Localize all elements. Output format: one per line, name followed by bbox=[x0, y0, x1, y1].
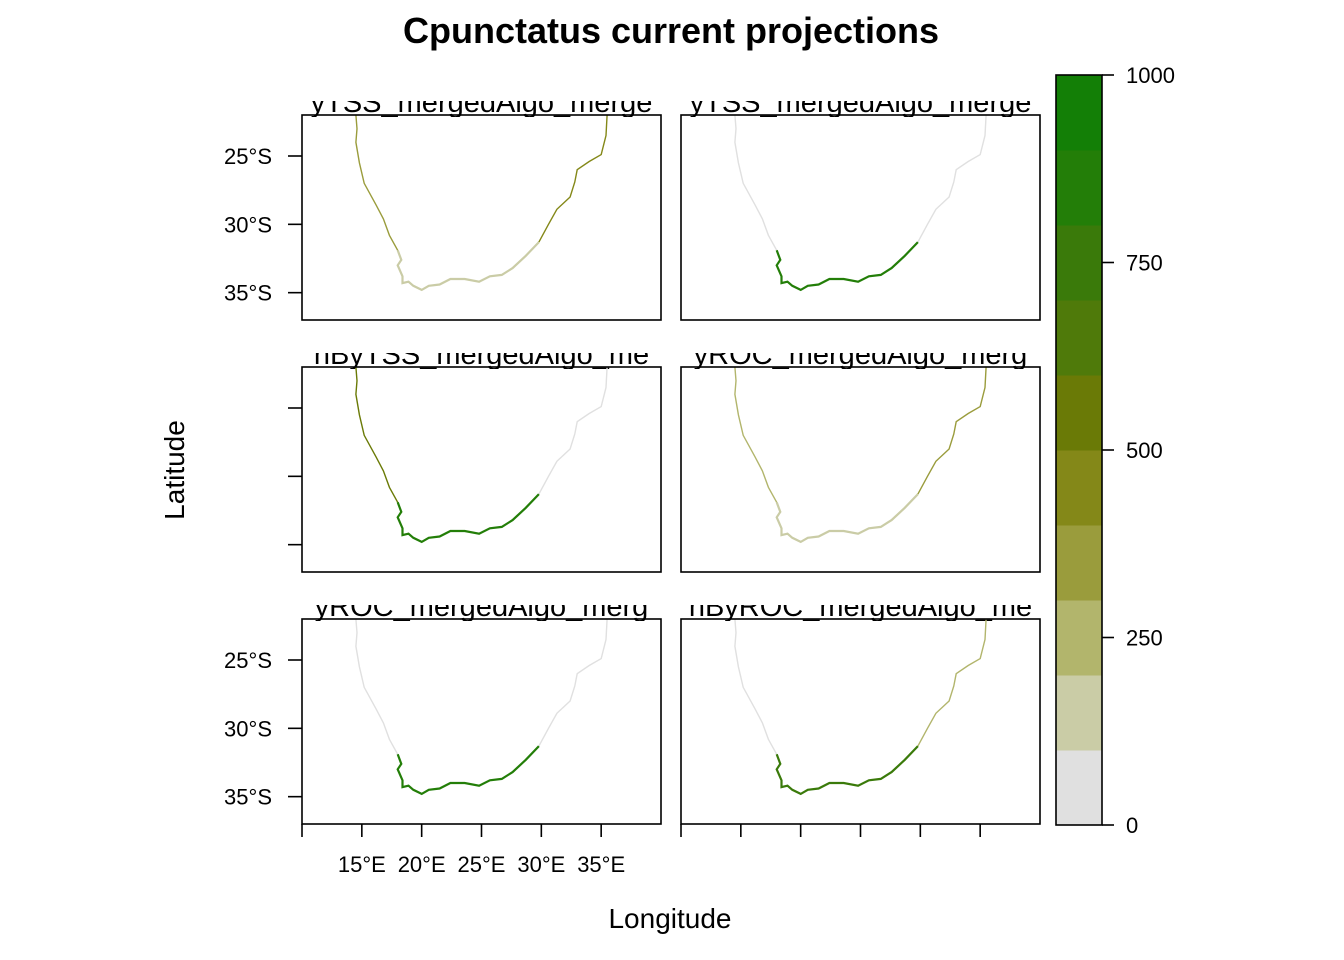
coast-south bbox=[396, 493, 540, 544]
coast-east bbox=[538, 618, 608, 747]
chart-title: Cpunctatus current projections bbox=[403, 10, 939, 51]
coast-west bbox=[734, 618, 778, 755]
panel-frame bbox=[301, 114, 662, 321]
panel-strip-label: yTSS_mergedAlgo_merge bbox=[690, 87, 1032, 119]
coast-south bbox=[396, 745, 540, 796]
y-tick-label: 25°S bbox=[224, 648, 272, 673]
coast-east bbox=[917, 366, 987, 495]
colorbar-swatch bbox=[1056, 225, 1102, 301]
coast-south bbox=[775, 241, 919, 292]
coast-south bbox=[775, 493, 919, 544]
colorbar-tick-label: 500 bbox=[1126, 438, 1163, 463]
coast-south bbox=[396, 241, 540, 292]
map-panel: yTSS_mergedAlgo_merge 25°S 30°S 35°S bbox=[224, 87, 662, 321]
y-tick-label: 35°S bbox=[224, 281, 272, 306]
panel-frame bbox=[680, 114, 1041, 321]
map-panel: yROC_mergedAlgo_merg bbox=[680, 339, 1041, 573]
coast-east bbox=[538, 366, 608, 495]
panel-strip-label: yROC_mergedAlgo_merg bbox=[315, 591, 649, 623]
colorbar-tick-label: 250 bbox=[1126, 626, 1163, 651]
panel-frame bbox=[680, 366, 1041, 573]
x-tick-label: 15°E bbox=[338, 852, 386, 877]
coast-west bbox=[355, 618, 399, 755]
coast-east bbox=[538, 114, 608, 243]
map-panel: nByROC_mergedAlgo_me bbox=[680, 591, 1041, 837]
colorbar-swatch bbox=[1056, 525, 1102, 601]
coast-west bbox=[355, 114, 399, 251]
coast-east bbox=[917, 114, 987, 243]
panel-strip-label: yROC_mergedAlgo_merg bbox=[694, 339, 1028, 371]
x-tick-label: 20°E bbox=[398, 852, 446, 877]
colorbar-swatch bbox=[1056, 300, 1102, 376]
coast-west bbox=[734, 114, 778, 251]
coast-south bbox=[775, 745, 919, 796]
map-panel: yROC_mergedAlgo_merg 25°S 30°S 35°S 15°E 20°E… bbox=[224, 591, 662, 877]
colorbar-swatch bbox=[1056, 450, 1102, 526]
panel-strip-label: nByTSS_mergedAlgo_me bbox=[314, 339, 649, 371]
x-axis-label: Longitude bbox=[608, 903, 731, 934]
y-tick-label: 25°S bbox=[224, 144, 272, 169]
y-axis-label: Latitude bbox=[159, 420, 190, 520]
y-tick-label: 35°S bbox=[224, 785, 272, 810]
panel-frame bbox=[301, 366, 662, 573]
coast-west bbox=[355, 366, 399, 503]
colorbar-swatch bbox=[1056, 150, 1102, 226]
colorbar-swatch bbox=[1056, 375, 1102, 451]
map-panel: nByTSS_mergedAlgo_me bbox=[288, 339, 662, 573]
colorbar: 0 250 500 750 1000 bbox=[1055, 63, 1175, 838]
colorbar-swatch bbox=[1056, 675, 1102, 751]
x-tick-label: 35°E bbox=[577, 852, 625, 877]
colorbar-tick-label: 1000 bbox=[1126, 63, 1175, 88]
x-tick-label: 25°E bbox=[458, 852, 506, 877]
y-tick-label: 30°S bbox=[224, 716, 272, 741]
coast-west bbox=[734, 366, 778, 503]
x-tick-label: 30°E bbox=[517, 852, 565, 877]
colorbar-swatch bbox=[1056, 750, 1102, 826]
panel-strip-label: nByROC_mergedAlgo_me bbox=[689, 591, 1032, 623]
colorbar-swatch bbox=[1056, 75, 1102, 151]
colorbar-swatch bbox=[1056, 600, 1102, 676]
coast-east bbox=[917, 618, 987, 747]
colorbar-tick-label: 750 bbox=[1126, 251, 1163, 276]
colorbar-tick-label: 0 bbox=[1126, 813, 1138, 838]
map-panels: yTSS_mergedAlgo_merge25°S30°S35°SyTSS_me… bbox=[224, 87, 1041, 877]
y-tick-label: 30°S bbox=[224, 212, 272, 237]
panel-strip-label: yTSS_mergedAlgo_merge bbox=[311, 87, 653, 119]
map-panel: yTSS_mergedAlgo_merge bbox=[680, 87, 1041, 321]
